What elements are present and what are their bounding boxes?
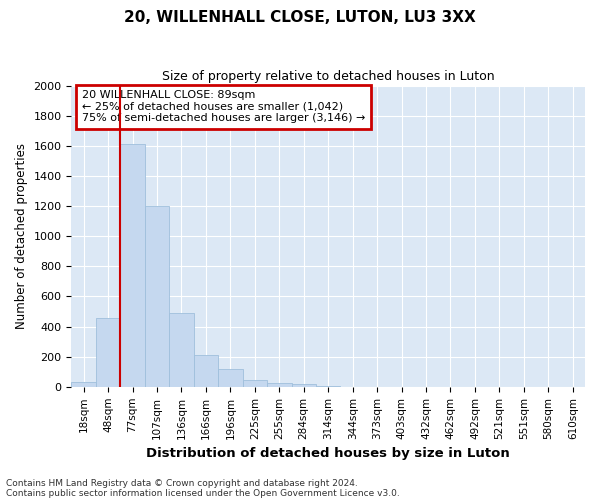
- Bar: [242, 380, 267, 387]
- Text: 20, WILLENHALL CLOSE, LUTON, LU3 3XX: 20, WILLENHALL CLOSE, LUTON, LU3 3XX: [124, 10, 476, 25]
- X-axis label: Distribution of detached houses by size in Luton: Distribution of detached houses by size …: [146, 447, 510, 460]
- Bar: [169, 313, 194, 387]
- Bar: [292, 384, 316, 387]
- Bar: [218, 368, 242, 387]
- Bar: [267, 383, 292, 387]
- Text: Contains HM Land Registry data © Crown copyright and database right 2024.: Contains HM Land Registry data © Crown c…: [6, 478, 358, 488]
- Bar: [96, 318, 121, 387]
- Bar: [71, 382, 96, 387]
- Text: Contains public sector information licensed under the Open Government Licence v3: Contains public sector information licen…: [6, 488, 400, 498]
- Y-axis label: Number of detached properties: Number of detached properties: [15, 143, 28, 329]
- Title: Size of property relative to detached houses in Luton: Size of property relative to detached ho…: [162, 70, 494, 83]
- Text: 20 WILLENHALL CLOSE: 89sqm
← 25% of detached houses are smaller (1,042)
75% of s: 20 WILLENHALL CLOSE: 89sqm ← 25% of deta…: [82, 90, 365, 124]
- Bar: [145, 206, 169, 387]
- Bar: [194, 355, 218, 387]
- Bar: [316, 386, 340, 387]
- Bar: [121, 144, 145, 387]
